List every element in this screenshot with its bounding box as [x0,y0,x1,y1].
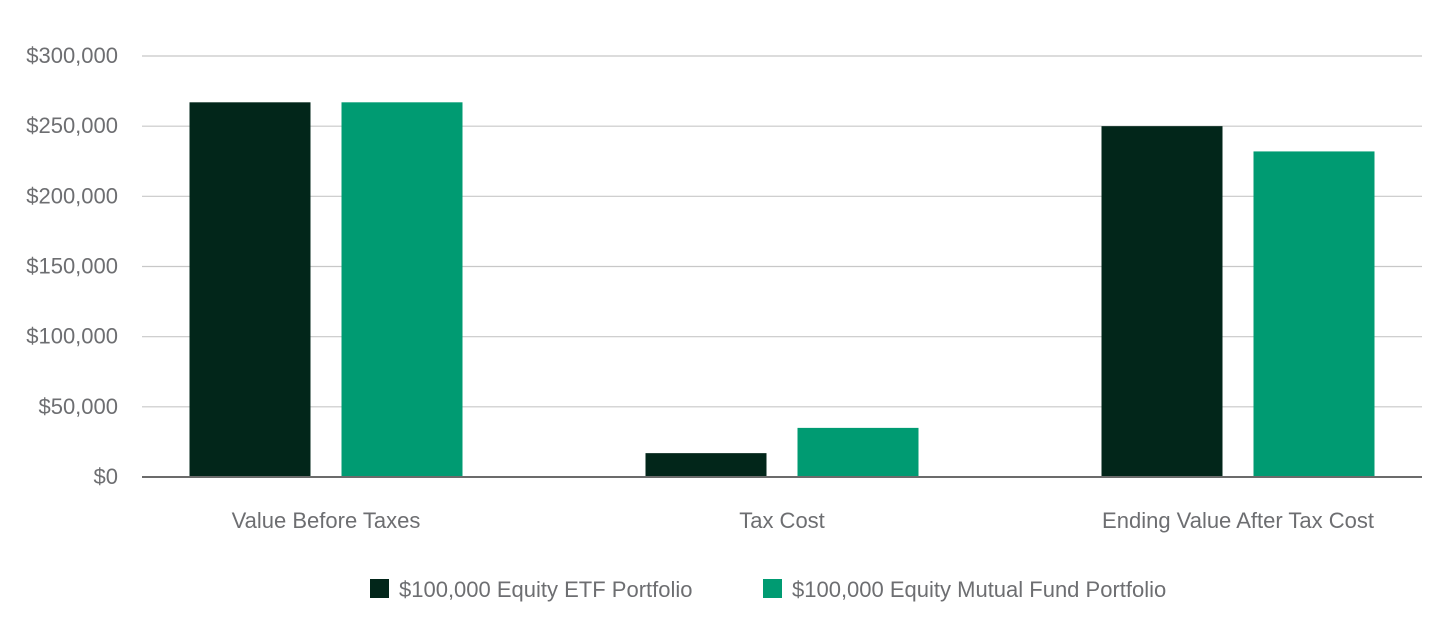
bar-etf [1101,126,1223,478]
x-category-label: Ending Value After Tax Cost [1102,508,1374,533]
x-axis-category-labels: Value Before Taxes Tax Cost Ending Value A… [232,508,1374,533]
y-tick-label: $200,000 [26,183,118,208]
y-tick-label: $150,000 [26,254,118,279]
y-tick-label: $250,000 [26,113,118,138]
bar-etf [645,453,767,477]
bar-mutual-fund [797,427,919,477]
legend-label: $100,000 Equity ETF Portfolio [399,577,693,602]
legend-item: $100,000 Equity ETF Portfolio [370,577,693,602]
y-tick-label: $100,000 [26,324,118,349]
y-tick-label: $50,000 [38,394,118,419]
bar-mutual-fund [1253,151,1375,477]
y-tick-label: $300,000 [26,43,118,68]
legend-swatch [370,579,389,598]
legend: $100,000 Equity ETF Portfolio $100,000 Eq… [370,577,1166,602]
legend-label: $100,000 Equity Mutual Fund Portfolio [792,577,1166,602]
bar-etf [189,102,311,477]
x-category-label: Tax Cost [739,508,825,533]
bars [189,102,1375,478]
y-axis-tick-labels: $0 $50,000 $100,000 $150,000 $200,000 $250,00… [26,43,118,489]
y-tick-label: $0 [94,464,118,489]
bar-mutual-fund [341,102,463,477]
gridlines [142,55,1422,408]
legend-item: $100,000 Equity Mutual Fund Portfolio [763,577,1166,602]
legend-swatch [763,579,782,598]
x-category-label: Value Before Taxes [232,508,421,533]
